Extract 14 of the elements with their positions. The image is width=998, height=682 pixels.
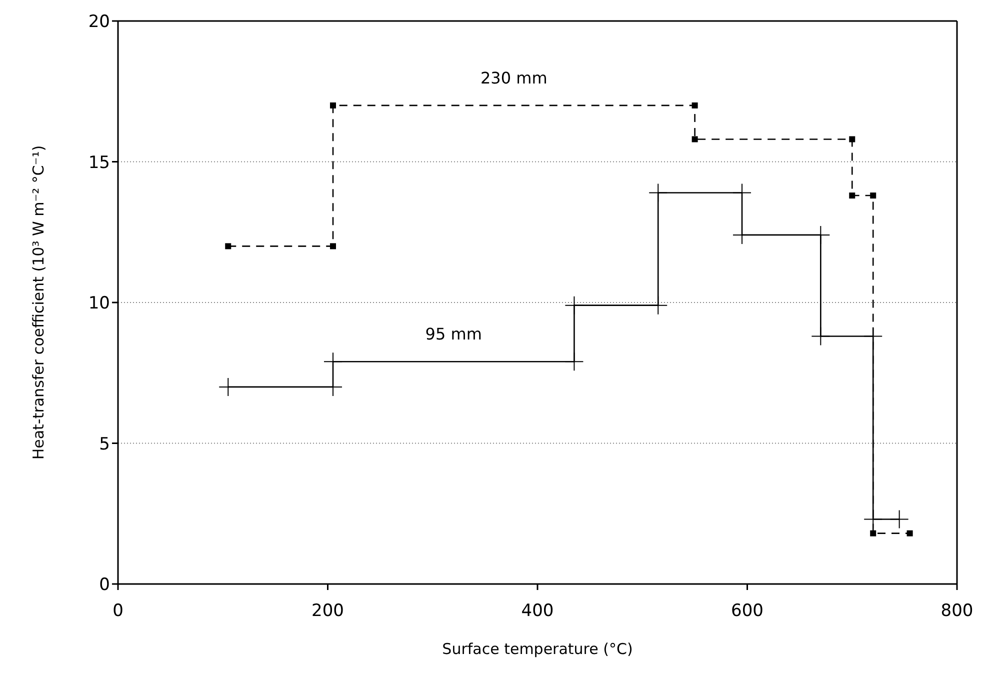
y-tick-label: 0 xyxy=(99,575,110,596)
y-tick-label: 10 xyxy=(88,294,110,314)
y-tick-label: 15 xyxy=(88,152,110,173)
x-tick-label: 600 xyxy=(731,601,764,622)
series-label: 230 mm xyxy=(480,68,548,88)
x-tick-label: 800 xyxy=(940,601,974,622)
x-tick-label: 400 xyxy=(521,601,554,622)
y-tick-label: 5 xyxy=(99,434,110,454)
x-tick-label: 0 xyxy=(112,601,124,622)
y-tick-label: 20 xyxy=(88,12,110,32)
y-axis-title: Heat-transfer coefficient (10³ W m⁻² °C⁻¹) xyxy=(29,145,48,460)
series-label: 95 mm xyxy=(425,324,482,344)
x-axis-title: Surface temperature (°C) xyxy=(442,640,633,658)
x-tick-label: 200 xyxy=(312,601,344,622)
